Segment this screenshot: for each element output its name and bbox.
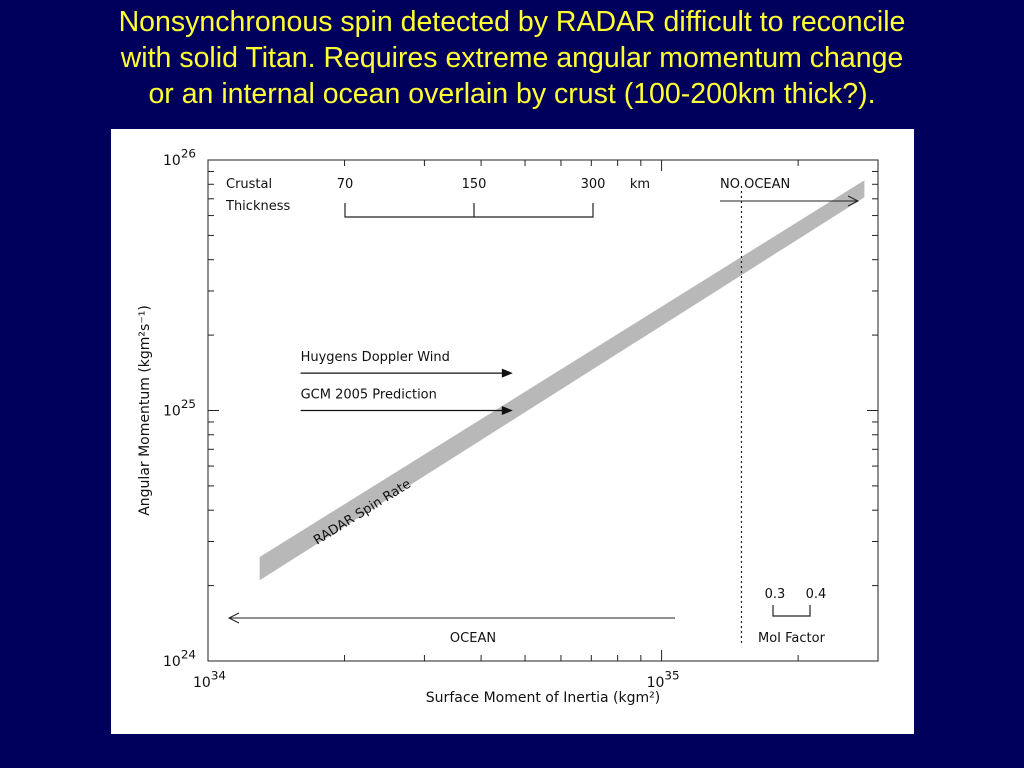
radar-spin-rate-band xyxy=(259,180,865,581)
reference-arrowhead xyxy=(501,406,513,415)
crustal-label: Crustal xyxy=(226,177,272,192)
y-axis-label: Angular Momentum (kgm²s⁻¹) xyxy=(137,305,153,516)
ocean-label: OCEAN xyxy=(450,631,496,646)
reference-arrowhead xyxy=(501,368,513,378)
y-tick-label: 1026 xyxy=(163,146,196,169)
moi-factor-value: 0.3 xyxy=(765,587,786,602)
slide-title: Nonsynchronous spin detected by RADAR di… xyxy=(0,4,1024,112)
moi-factor-bracket xyxy=(772,605,811,617)
ocean-arrowhead xyxy=(227,612,240,624)
crustal-thickness-unit: km xyxy=(630,177,650,192)
y-tick-label: 1025 xyxy=(163,397,196,420)
radar-spin-rate-label: RADAR Spin Rate xyxy=(311,477,414,549)
x-tick-label: 1034 xyxy=(193,668,226,691)
x-tick-label: 1035 xyxy=(647,668,680,691)
crustal-thickness-value: 150 xyxy=(462,177,487,192)
x-axis-label: Surface Moment of Inertia (kgm²) xyxy=(426,690,660,706)
no-ocean-arrowhead xyxy=(847,195,860,207)
huygens-doppler-wind-label: Huygens Doppler Wind xyxy=(301,350,450,365)
title-line-1: Nonsynchronous spin detected by RADAR di… xyxy=(118,6,906,38)
figure-panel: 1034 1035 1024 1025 1026 Surface Moment of In… xyxy=(111,129,914,734)
y-tick-label: 1024 xyxy=(163,647,196,670)
gcm-2005-prediction-label: GCM 2005 Prediction xyxy=(301,388,437,403)
no-ocean-label: NO OCEAN xyxy=(720,177,790,192)
crustal-thickness-value: 300 xyxy=(581,177,606,192)
crustal-thickness-bracket xyxy=(344,203,594,218)
crustal-thickness-value: 70 xyxy=(337,177,354,192)
moi-factor-label: MoI Factor xyxy=(758,631,826,646)
angular-momentum-chart: 1034 1035 1024 1025 1026 Surface Moment of In… xyxy=(137,146,879,706)
moi-factor-value: 0.4 xyxy=(806,587,827,602)
title-line-3: or an internal ocean overlain by crust (… xyxy=(148,78,876,110)
title-line-2: with solid Titan. Requires extreme angul… xyxy=(120,42,904,74)
thickness-label: Thickness xyxy=(225,199,290,214)
